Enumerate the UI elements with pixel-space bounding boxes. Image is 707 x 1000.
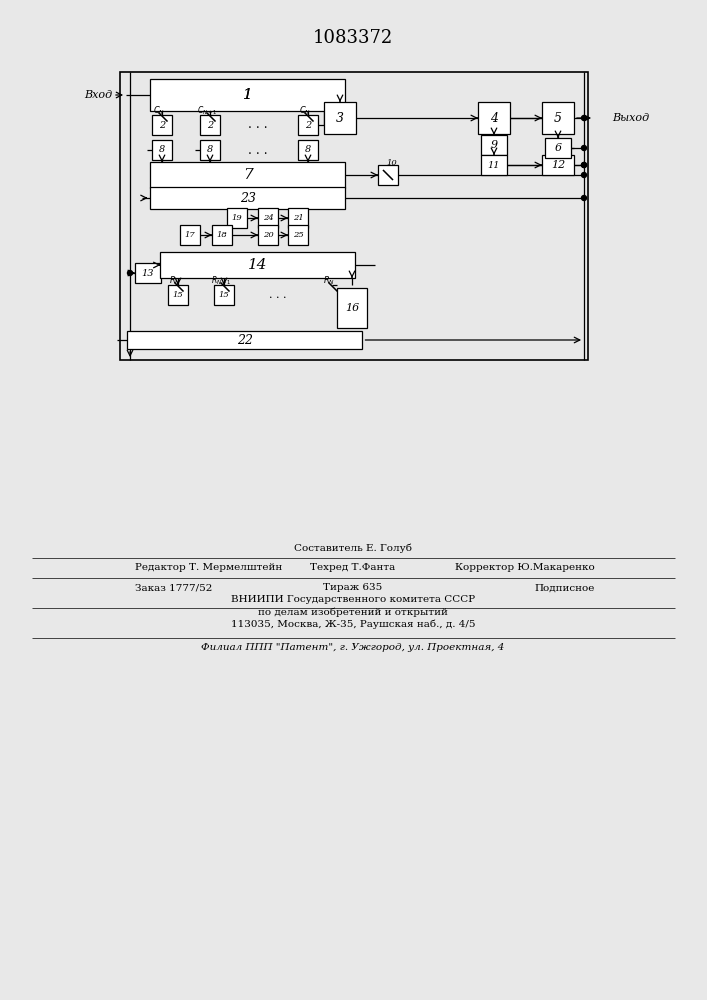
Text: 24: 24 [262, 214, 274, 222]
Bar [481, 155, 507, 175]
Bar [135, 263, 161, 283]
Text: ВНИИПИ Государственного комитета СССР: ВНИИПИ Государственного комитета СССР [231, 595, 475, 604]
Bar [337, 288, 367, 328]
Text: Филиал ППП "Патент", г. Ужгород, ул. Проектная, 4: Филиал ППП "Патент", г. Ужгород, ул. Про… [201, 644, 505, 652]
Text: 12: 12 [551, 160, 565, 170]
Bar [298, 140, 318, 160]
Text: по делам изобретений и открытий: по делам изобретений и открытий [258, 607, 448, 617]
Text: 6: 6 [554, 143, 561, 153]
Text: 2: 2 [207, 120, 213, 129]
Text: 14: 14 [248, 258, 268, 272]
Text: 8: 8 [305, 145, 311, 154]
Text: 3: 3 [336, 111, 344, 124]
Text: 2: 2 [159, 120, 165, 129]
Text: 7: 7 [243, 168, 253, 182]
Text: Редактор Т. Мермелштейн: Редактор Т. Мермелштейн [135, 564, 282, 572]
Text: 1: 1 [243, 88, 253, 102]
Text: 113035, Москва, Ж-35, Раушская наб., д. 4/5: 113035, Москва, Ж-35, Раушская наб., д. … [230, 619, 475, 629]
Text: $C_{N+1}$: $C_{N+1}$ [197, 105, 217, 117]
Text: 15: 15 [173, 291, 183, 299]
Circle shape [581, 196, 587, 200]
Text: 11: 11 [488, 160, 501, 169]
Circle shape [581, 145, 587, 150]
Text: 19: 19 [232, 214, 243, 222]
Bar [288, 208, 308, 228]
Text: . . .: . . . [269, 290, 287, 300]
Circle shape [581, 162, 587, 167]
Text: 23: 23 [240, 192, 256, 205]
Text: 8: 8 [207, 145, 213, 154]
Bar [151, 162, 346, 188]
Text: 22: 22 [237, 334, 253, 347]
Bar [481, 135, 507, 155]
Text: 16: 16 [345, 303, 359, 313]
Text: Заказ 1777/52: Заказ 1777/52 [135, 584, 212, 592]
Circle shape [581, 162, 587, 167]
Bar [168, 285, 188, 305]
Text: 5: 5 [554, 111, 562, 124]
Text: Выход: Выход [612, 113, 649, 123]
Bar [542, 102, 574, 134]
Text: Подписное: Подписное [534, 584, 595, 592]
Bar [151, 79, 346, 111]
Text: $C_N$: $C_N$ [299, 105, 311, 117]
Text: 17: 17 [185, 231, 195, 239]
Circle shape [581, 172, 587, 178]
Text: $R_{N+1}$: $R_{N+1}$ [211, 275, 231, 287]
Text: 21: 21 [293, 214, 303, 222]
Bar [258, 225, 278, 245]
Text: 8: 8 [159, 145, 165, 154]
Bar [180, 225, 200, 245]
Bar [127, 331, 363, 349]
Bar [214, 285, 234, 305]
Bar [542, 155, 574, 175]
Bar [151, 187, 346, 209]
Text: 10: 10 [387, 159, 397, 167]
Text: Техред Т.Фанта: Техред Т.Фанта [310, 564, 396, 572]
Text: Корректор Ю.Макаренко: Корректор Ю.Макаренко [455, 564, 595, 572]
Text: 4: 4 [490, 111, 498, 124]
Bar [152, 115, 172, 135]
Bar [478, 102, 510, 134]
Bar [200, 140, 220, 160]
Text: Вход: Вход [84, 90, 112, 100]
Bar [212, 225, 232, 245]
Text: 20: 20 [262, 231, 274, 239]
Bar [160, 252, 356, 278]
Text: 15: 15 [218, 291, 229, 299]
Text: Тираж 635: Тираж 635 [323, 584, 382, 592]
Text: 9: 9 [491, 140, 498, 150]
Bar [288, 225, 308, 245]
Text: $R_N$: $R_N$ [169, 275, 181, 287]
Bar [152, 140, 172, 160]
Text: . . .: . . . [248, 143, 268, 156]
Bar [298, 115, 318, 135]
Text: $R_N$: $R_N$ [323, 275, 335, 287]
Circle shape [581, 115, 587, 120]
Text: 1083372: 1083372 [313, 29, 393, 47]
Bar [227, 208, 247, 228]
Circle shape [127, 270, 132, 275]
Text: . . .: . . . [248, 118, 268, 131]
Text: 18: 18 [216, 231, 228, 239]
Bar [200, 115, 220, 135]
Bar [378, 165, 398, 185]
Bar [258, 208, 278, 228]
Text: $C_N$: $C_N$ [153, 105, 165, 117]
Text: Составитель Е. Голуб: Составитель Е. Голуб [294, 543, 412, 553]
Bar [120, 72, 588, 360]
Bar [545, 138, 571, 158]
Text: 1: 1 [243, 88, 253, 102]
Bar [324, 102, 356, 134]
Text: 13: 13 [141, 268, 154, 277]
Text: 25: 25 [293, 231, 303, 239]
Text: 2: 2 [305, 120, 311, 129]
